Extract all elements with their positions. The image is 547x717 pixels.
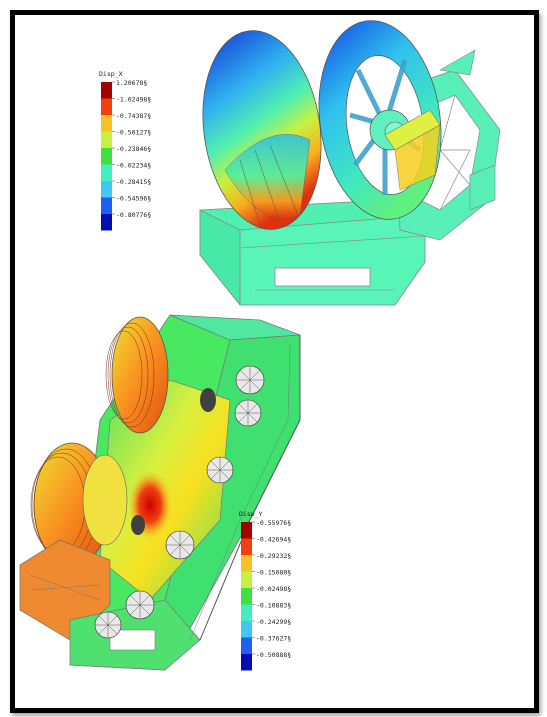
legend_bottom-value-7: -0.37627§ — [256, 635, 291, 643]
legend_top-swatch-4 — [101, 148, 112, 165]
legend_bottom-value-2: -0.29232§ — [256, 552, 291, 560]
legend_bottom-value-3: -0.15080§ — [256, 569, 291, 577]
legend_bottom-swatch-7 — [241, 637, 252, 654]
legend_top-value-8: -0.80776§ — [116, 211, 151, 219]
legend_top-value-7: -0.54596§ — [116, 195, 151, 203]
legend_bottom-swatch-4 — [241, 588, 252, 605]
legend_bottom-value-8: -0.50888§ — [256, 651, 291, 659]
legend_bottom-swatch-2 — [241, 555, 252, 572]
legend_top-value-1: -1.02498§ — [116, 96, 151, 104]
legend_top-swatch-8 — [101, 214, 112, 231]
legend_bottom-value-4: -0.02498§ — [256, 585, 291, 593]
legend_top-value-5: -0.02234§ — [116, 162, 151, 170]
legend_bottom-value-6: -0.24299§ — [256, 618, 291, 626]
legend_bottom-value-1: -0.42694§ — [256, 536, 291, 544]
legend-top: Disp_X1.20678§ -1.02498§ -0.74387§ -0.50127… — [99, 70, 151, 231]
legend_bottom-title: Disp_Y — [239, 510, 263, 518]
legend_top-value-3: -0.50127§ — [116, 129, 151, 137]
legend_top-value-4: -0.23846§ — [116, 145, 151, 153]
legend_top-swatch-6 — [101, 181, 112, 198]
legend_top-swatch-0 — [101, 82, 112, 99]
legend_bottom-swatch-5 — [241, 604, 252, 621]
legend_top-value-0: 1.20678§ — [116, 79, 147, 87]
legend_bottom-swatch-8 — [241, 654, 252, 671]
legend-bottom: Disp_Y-0.55976§ -0.42694§ -0.29232§ -0.1508… — [239, 510, 291, 671]
legend_top-title: Disp_X — [99, 70, 123, 78]
legend_bottom-swatch-0 — [241, 522, 252, 539]
legend_bottom-swatch-1 — [241, 538, 252, 555]
legend_top-value-2: -0.74387§ — [116, 112, 151, 120]
legend_top-swatch-1 — [101, 98, 112, 115]
legend_top-swatch-2 — [101, 115, 112, 132]
winch-model-bottom — [19, 314, 301, 671]
legend_bottom-swatch-6 — [241, 621, 252, 638]
legend_bottom-swatch-3 — [241, 571, 252, 588]
legend_top-swatch-3 — [101, 131, 112, 148]
legend_top-swatch-7 — [101, 197, 112, 214]
legend_bottom-value-5: -0.10883§ — [256, 602, 291, 610]
legend_bottom-value-0: -0.55976§ — [256, 519, 291, 527]
legend_top-swatch-5 — [101, 164, 112, 181]
legend_top-value-6: -0.28415§ — [116, 178, 151, 186]
winch-model-top — [199, 20, 501, 307]
